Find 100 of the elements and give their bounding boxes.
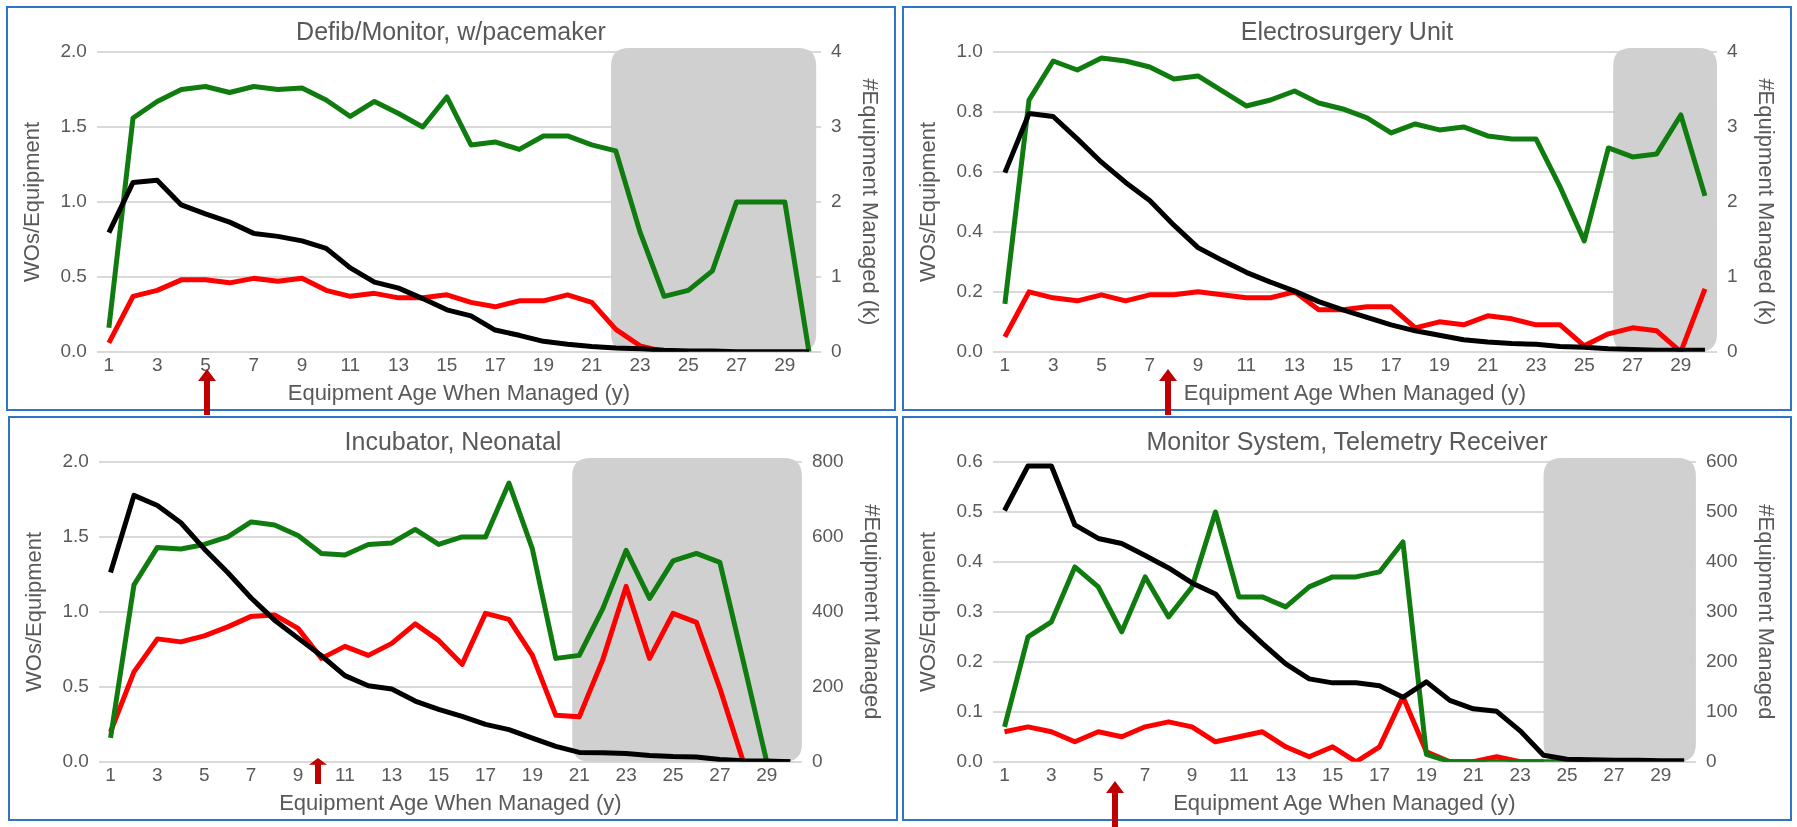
x-axis-title: Equipment Age When Managed (y) [1173, 789, 1516, 815]
y-tick-label: 1.5 [62, 525, 89, 547]
x-tick-label: 9 [296, 354, 308, 376]
x-tick-label: 27 [709, 764, 731, 786]
x-tick-label: 7 [1144, 354, 1156, 376]
x-tick-label: 17 [484, 354, 506, 376]
y2-tick-label: 200 [1705, 650, 1738, 672]
y-tick-label: 0.5 [62, 675, 89, 697]
x-tick-label: 21 [1462, 764, 1484, 786]
y-tick-label: 0.1 [956, 700, 983, 722]
chart-title: Monitor System, Telemetry Receiver [1146, 426, 1548, 455]
x-tick-label: 3 [151, 354, 163, 376]
x-tick-label: 19 [532, 354, 554, 376]
y-tick-label: 1.5 [60, 115, 87, 137]
x-tick-label: 29 [774, 354, 796, 376]
x-tick-label: 17 [1368, 764, 1391, 786]
y-tick-label: 0.2 [956, 650, 983, 672]
y2-tick-label: 300 [1705, 600, 1738, 622]
y-axis-title: WOs/Equipment [915, 531, 941, 692]
y2-axis-title: #Equipment Managed [859, 504, 885, 720]
y2-axis-title: #Equipment Managed [1753, 504, 1779, 720]
x-tick-label: 5 [1092, 764, 1104, 786]
x-tick-label: 25 [662, 764, 684, 786]
x-tick-label: 15 [436, 354, 458, 376]
y2-tick-label: 1 [831, 265, 842, 287]
x-tick-label: 7 [248, 354, 260, 376]
y-tick-label: 2.0 [60, 40, 87, 62]
y-tick-label: 0.5 [956, 500, 983, 522]
x-tick-label: 13 [381, 764, 403, 786]
x-tick-label: 29 [1650, 764, 1672, 786]
x-tick-label: 29 [756, 764, 778, 786]
y-tick-label: 0.5 [60, 265, 87, 287]
y-axis-title: WOs/Equipment [19, 121, 45, 282]
y2-tick-label: 100 [1705, 700, 1738, 722]
x-tick-label: 25 [1573, 354, 1595, 376]
x-tick-label: 7 [1139, 764, 1151, 786]
x-tick-label: 11 [1229, 764, 1249, 786]
chart-title: Electrosurgery Unit [1240, 16, 1454, 45]
x-tick-label: 1 [999, 764, 1010, 786]
y-tick-label: 0.6 [956, 160, 983, 182]
y2-tick-label: 3 [831, 115, 842, 137]
y2-axis-title: #Equipment Managed (k) [857, 78, 883, 326]
x-tick-label: 15 [1332, 354, 1354, 376]
y-tick-label: 1.0 [956, 40, 983, 62]
y2-tick-label: 0 [811, 750, 823, 772]
y2-tick-label: 400 [811, 600, 844, 622]
y-tick-label: 0.6 [956, 450, 983, 472]
y2-tick-label: 800 [811, 450, 844, 472]
y-axis-title: WOs/Equipment [915, 121, 941, 282]
y2-tick-label: 600 [811, 525, 844, 547]
y2-tick-label: 4 [831, 40, 843, 62]
y2-tick-label: 4 [1727, 40, 1739, 62]
x-tick-label: 19 [1428, 354, 1450, 376]
x-tick-label: 17 [1380, 354, 1402, 376]
x-tick-label: 29 [1670, 354, 1692, 376]
y2-tick-label: 0 [831, 340, 842, 362]
y-tick-label: 0.2 [956, 280, 983, 302]
x-axis-title: Equipment Age When Managed (y) [287, 379, 631, 405]
y2-axis-title: #Equipment Managed (k) [1753, 78, 1779, 326]
y-tick-label: 0.0 [956, 750, 983, 772]
x-tick-label: 19 [521, 764, 543, 786]
x-tick-label: 25 [677, 354, 699, 376]
y-tick-label: 1.0 [62, 600, 89, 622]
x-tick-label: 13 [388, 354, 410, 376]
y2-tick-label: 2 [831, 190, 842, 212]
x-tick-label: 21 [581, 354, 603, 376]
x-tick-label: 25 [1556, 764, 1578, 786]
y2-tick-label: 500 [1705, 500, 1738, 522]
y2-tick-label: 2 [1727, 190, 1738, 212]
x-tick-label: 11 [1236, 354, 1257, 376]
y-tick-label: 0.8 [956, 100, 983, 122]
x-tick-label: 3 [1047, 354, 1059, 376]
x-tick-label: 1 [999, 354, 1011, 376]
x-tick-label: 3 [1046, 764, 1057, 786]
y-tick-label: 0.4 [956, 550, 984, 572]
x-tick-label: 15 [1322, 764, 1344, 786]
x-tick-label: 27 [725, 354, 748, 376]
x-tick-label: 15 [428, 764, 450, 786]
y-tick-label: 2.0 [62, 450, 89, 472]
y2-tick-label: 200 [811, 675, 844, 697]
x-tick-label: 9 [292, 764, 304, 786]
y2-tick-label: 0 [1727, 340, 1738, 362]
chart-title: Incubator, Neonatal [344, 426, 562, 455]
x-tick-label: 11 [335, 764, 355, 786]
y2-tick-label: 600 [1705, 450, 1738, 472]
x-tick-label: 23 [1525, 354, 1547, 376]
x-tick-label: 23 [629, 354, 651, 376]
x-tick-label: 27 [1603, 764, 1625, 786]
x-tick-label: 5 [198, 764, 210, 786]
x-tick-label: 9 [1186, 764, 1198, 786]
x-tick-label: 5 [1096, 354, 1107, 376]
x-tick-label: 23 [1509, 764, 1531, 786]
y-tick-label: 0.4 [956, 220, 984, 242]
x-axis-title: Equipment Age When Managed (y) [279, 789, 622, 815]
x-tick-label: 21 [568, 764, 590, 786]
x-tick-label: 21 [1477, 354, 1499, 376]
y2-tick-label: 3 [1727, 115, 1738, 137]
x-tick-label: 27 [1621, 354, 1644, 376]
y2-tick-label: 0 [1705, 750, 1717, 772]
chart-title: Defib/Monitor, w/pacemaker [296, 16, 606, 45]
